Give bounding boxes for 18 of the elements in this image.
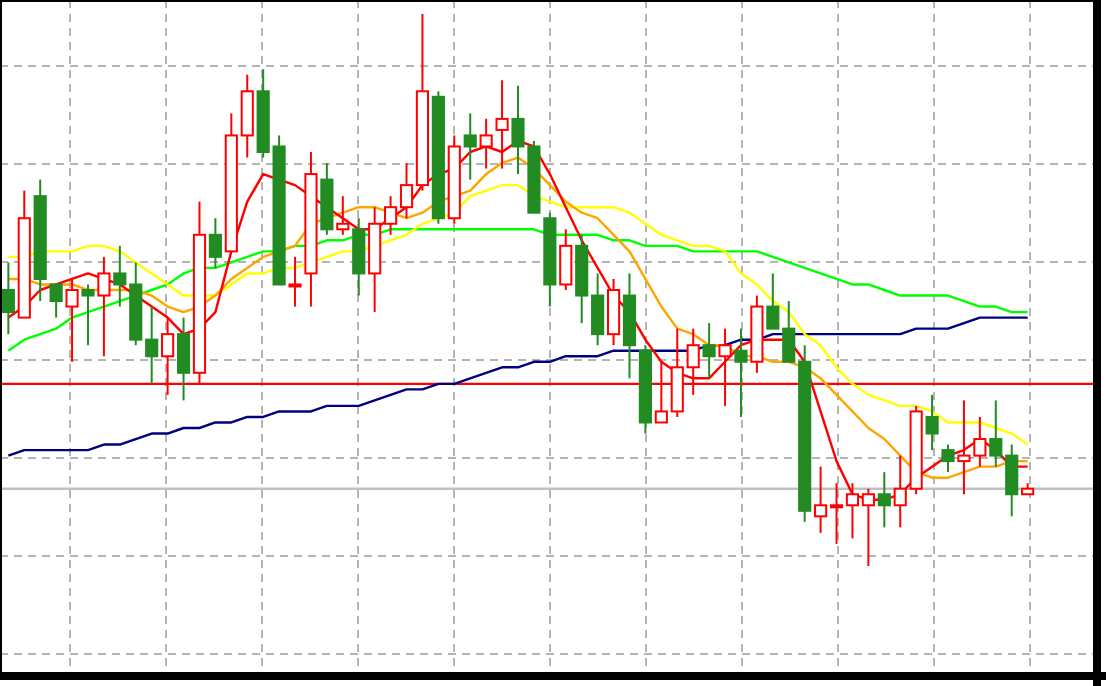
- candlestick: [702, 322, 716, 380]
- candlestick: [208, 217, 222, 269]
- candlestick: [734, 327, 748, 418]
- candlestick: [941, 443, 955, 474]
- candlestick: [559, 228, 573, 291]
- candlestick: [877, 471, 891, 529]
- candlestick: [176, 316, 191, 402]
- candlestick: [352, 217, 366, 297]
- candlestick: [288, 255, 302, 308]
- candlestick: [65, 277, 79, 363]
- candlestick: [463, 112, 477, 181]
- candlestick: [49, 283, 63, 319]
- candlestick: [1, 261, 15, 336]
- candlestick: [97, 255, 111, 358]
- candlestick: [606, 277, 621, 347]
- candlestick: [336, 195, 350, 236]
- candlestick: [925, 393, 939, 452]
- candlestick: [81, 283, 95, 347]
